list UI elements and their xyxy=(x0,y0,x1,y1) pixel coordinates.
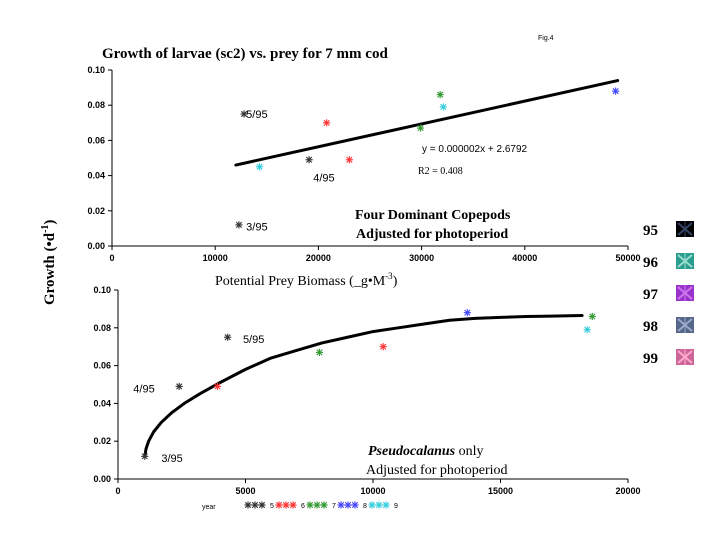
year-key-label: 97 xyxy=(643,287,659,303)
x-tick-label: 10000 xyxy=(360,486,385,496)
year-key-label: 99 xyxy=(643,351,658,367)
legend-label-series-9: 9 xyxy=(394,503,398,510)
data-point-series-7 xyxy=(436,91,444,99)
year-key-swatch xyxy=(676,221,694,237)
caption-line-2: Adjusted for photoperiod xyxy=(366,463,508,478)
data-point-series-9 xyxy=(439,103,447,111)
legend-marker xyxy=(382,501,390,509)
legend-label-series-8: 8 xyxy=(363,503,367,510)
point-annotation: 4/95 xyxy=(313,172,334,184)
y-tick-label: 0.10 xyxy=(93,285,111,295)
legend-marker xyxy=(251,501,259,509)
y-tick-label: 0.02 xyxy=(93,436,111,446)
x-tick-label: 0 xyxy=(115,486,120,496)
data-point-series-8 xyxy=(463,309,471,317)
year-key: 95 96 97 98 99 xyxy=(643,221,694,367)
y-tick-label: 0.06 xyxy=(93,361,111,371)
year-key-label: 95 xyxy=(643,223,658,239)
y-tick-label: 0.04 xyxy=(93,398,111,408)
legend-marker xyxy=(258,501,266,509)
legend-marker xyxy=(368,501,376,509)
x-tick-label: 0 xyxy=(109,253,114,263)
data-point-series-5 xyxy=(240,110,248,118)
legend-marker xyxy=(344,501,352,509)
legend-marker xyxy=(351,501,359,509)
fit-line xyxy=(234,79,620,167)
x-tick-label: 10000 xyxy=(203,253,228,263)
legend-marker xyxy=(337,501,345,509)
data-point-series-6 xyxy=(379,343,387,351)
legend-label-series-6: 6 xyxy=(301,503,305,510)
x-tick-label: 20000 xyxy=(615,486,640,496)
legend-marker xyxy=(244,501,252,509)
year-key-swatch xyxy=(676,253,694,269)
chart-pseudocalanus: 0.00 0.02 0.04 0.06 0.08 0.10 0 5000 10000 15000 2… xyxy=(93,285,640,511)
point-annotation: 5/95 xyxy=(243,334,264,346)
y-tick-label: 0.00 xyxy=(93,474,111,484)
data-point-series-5 xyxy=(235,221,243,229)
data-point-series-5 xyxy=(175,382,183,390)
x-tick-label: 30000 xyxy=(409,253,434,263)
data-point-series-6 xyxy=(345,156,353,164)
legend-label-series-7: 7 xyxy=(332,503,336,510)
data-point-series-5 xyxy=(141,452,149,460)
data-point-series-8 xyxy=(612,87,620,95)
y-tick-label: 0.02 xyxy=(87,206,105,216)
y-tick-label: 0.06 xyxy=(87,135,105,145)
data-point-series-7 xyxy=(315,348,324,356)
point-annotation: 5/95 xyxy=(246,109,267,121)
data-point-series-7 xyxy=(416,124,425,132)
fit-line xyxy=(143,314,584,458)
x-axis-title: Potential Prey Biomass (_g•M-3) xyxy=(215,271,398,289)
legend-label: year xyxy=(202,504,216,511)
y-tick-label: 0.10 xyxy=(87,65,105,75)
year-key-label: 98 xyxy=(643,319,658,335)
fit-r2: R2 = 0.408 xyxy=(418,166,463,177)
data-point-series-9 xyxy=(583,326,591,334)
point-annotation: 3/95 xyxy=(161,453,182,465)
caption-line-1: Pseudocalanus only xyxy=(368,444,484,459)
data-point-series-6 xyxy=(213,382,222,390)
legend-marker xyxy=(275,501,283,509)
year-key-swatch xyxy=(676,285,694,301)
y-tick-label: 0.00 xyxy=(87,241,105,251)
year-key-swatch xyxy=(676,317,694,333)
legend-marker xyxy=(289,501,297,509)
data-point-series-6 xyxy=(323,119,331,127)
point-annotation: 3/95 xyxy=(246,222,267,234)
chart-four-copepods: Growth of larvae (sc2) vs. prey for 7 mm… xyxy=(87,46,640,289)
year-key-swatch xyxy=(676,349,694,365)
y-tick-label: 0.04 xyxy=(87,171,105,181)
legend-label-series-5: 5 xyxy=(270,503,274,510)
year-key-label: 96 xyxy=(643,255,659,271)
legend-marker xyxy=(320,501,328,509)
data-point-series-5 xyxy=(305,156,313,164)
y-tick-label: 0.08 xyxy=(87,100,105,110)
caption-line-1: Four Dominant Copepods xyxy=(355,208,511,223)
point-annotation: 4/95 xyxy=(133,383,154,395)
caption-line-2: Adjusted for photoperiod xyxy=(356,227,508,242)
y-tick-label: 0.08 xyxy=(93,323,111,333)
x-tick-label: 50000 xyxy=(615,253,640,263)
data-point-series-7 xyxy=(588,312,596,321)
legend-marker xyxy=(306,501,314,509)
x-tick-label: 20000 xyxy=(306,253,331,263)
figure-label: Fig.4 xyxy=(538,35,554,42)
plot-area: 0.00 0.02 0.04 0.06 0.08 0.10 0 5000 10000 15000 2… xyxy=(93,285,640,496)
x-tick-label: 5000 xyxy=(235,486,255,496)
legend-marker xyxy=(375,501,383,509)
plot-area: 0.00 0.02 0.04 0.06 0.08 0.10 0 10000 20000 30000… xyxy=(87,65,640,263)
legend: year 5 6 7 8 9 xyxy=(202,501,398,511)
chart-title: Growth of larvae (sc2) vs. prey for 7 mm… xyxy=(102,46,388,62)
y-axis-title: Growth (•d-1) xyxy=(40,220,58,305)
fit-equation: y = 0.000002x + 2.6792 xyxy=(422,144,528,155)
data-point-series-5 xyxy=(224,333,232,341)
legend-marker xyxy=(282,501,290,509)
data-point-series-9 xyxy=(255,163,264,171)
x-tick-label: 15000 xyxy=(488,486,513,496)
legend-marker xyxy=(313,501,321,509)
x-tick-label: 40000 xyxy=(512,253,537,263)
